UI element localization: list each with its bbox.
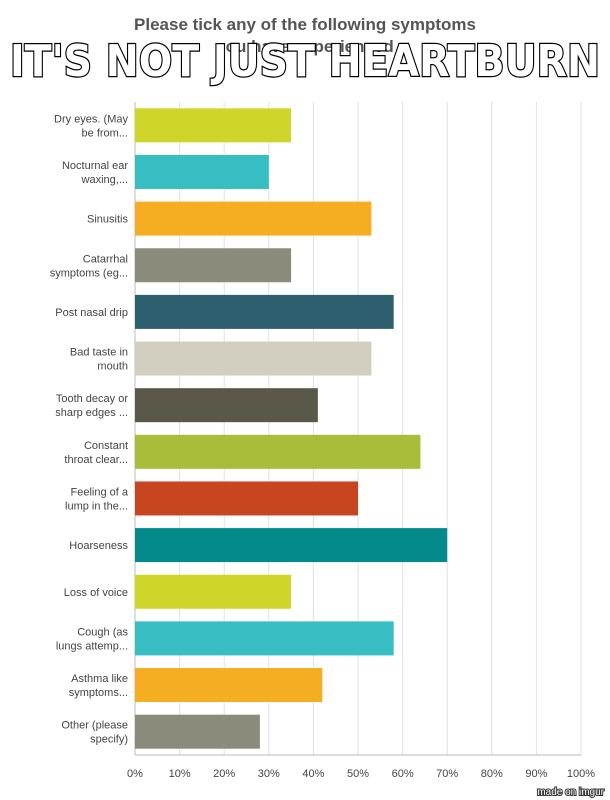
y-tick-label: symptoms (eg... xyxy=(50,267,128,279)
x-tick-label: 30% xyxy=(258,768,280,780)
y-tick-label: specify) xyxy=(90,734,128,746)
x-tick-label: 0% xyxy=(127,768,143,780)
x-tick-label: 100% xyxy=(567,768,595,780)
bar xyxy=(135,108,292,143)
y-tick-label: Hoarseness xyxy=(69,540,128,552)
x-tick-label: 70% xyxy=(436,768,458,780)
y-tick-label: Constant xyxy=(84,440,128,452)
y-tick-label: Bad taste in xyxy=(70,347,128,359)
y-tick-label: Cough (as xyxy=(77,626,128,638)
x-tick-label: 40% xyxy=(302,768,324,780)
y-tick-label: lump in the... xyxy=(65,500,128,512)
bar xyxy=(135,388,318,423)
chart-title: Please tick any of the following symptom… xyxy=(134,15,476,34)
chart-title: you have experienced xyxy=(216,37,394,56)
y-tick-label: symptoms... xyxy=(69,687,128,699)
y-tick-label: lungs attemp... xyxy=(56,640,128,652)
x-tick-label: 10% xyxy=(169,768,191,780)
y-tick-label: Post nasal drip xyxy=(55,307,128,319)
bar xyxy=(135,201,372,236)
y-tick-label: Tooth decay or xyxy=(56,393,128,405)
y-tick-label: Sinusitis xyxy=(87,214,128,226)
y-tick-label: be from... xyxy=(82,127,128,139)
x-tick-label: 20% xyxy=(213,768,235,780)
y-tick-label: Dry eyes. (May xyxy=(54,113,128,125)
bar xyxy=(135,341,372,376)
bar xyxy=(135,248,292,283)
bar xyxy=(135,528,448,563)
x-tick-label: 60% xyxy=(392,768,414,780)
y-tick-label: sharp edges ... xyxy=(55,407,128,419)
bar xyxy=(135,574,292,609)
x-tick-label: 80% xyxy=(481,768,503,780)
y-tick-label: Nocturnal ear xyxy=(62,160,128,172)
y-tick-label: mouth xyxy=(97,361,128,373)
y-tick-label: Asthma like xyxy=(71,673,128,685)
y-tick-label: throat clear... xyxy=(64,454,128,466)
bar xyxy=(135,621,394,656)
x-tick-label: 90% xyxy=(525,768,547,780)
bar xyxy=(135,434,421,469)
bar xyxy=(135,294,394,329)
x-tick-label: 50% xyxy=(347,768,369,780)
bar xyxy=(135,714,260,749)
bar xyxy=(135,154,269,189)
y-tick-label: waxing,... xyxy=(81,174,128,186)
bar xyxy=(135,668,323,703)
y-tick-label: Catarrhal xyxy=(83,253,128,265)
watermark: made on imgur xyxy=(537,787,604,798)
y-tick-label: Feeling of a xyxy=(71,486,129,498)
meme-caption: IT'S NOT JUST HEARTBURN xyxy=(10,36,600,87)
y-tick-label: Other (please xyxy=(61,720,128,732)
bar xyxy=(135,481,358,516)
y-tick-label: Loss of voice xyxy=(64,587,128,599)
